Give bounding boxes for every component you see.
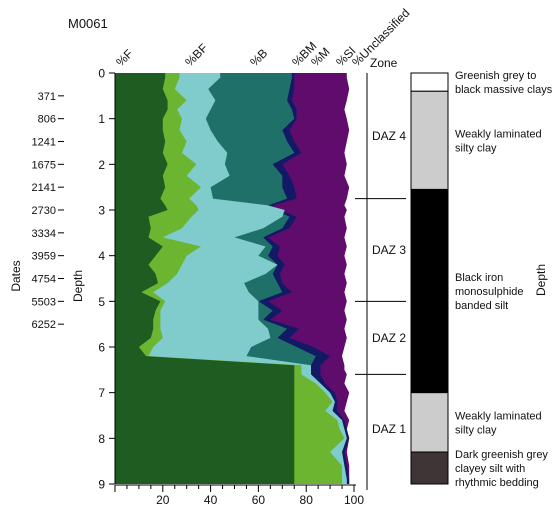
date-label: 3959 [32,251,56,263]
percent-tick-label: 40 [204,493,218,507]
zone-label: DAZ 2 [372,331,406,345]
depth-axis-label: Depth [71,270,85,302]
date-label: 1675 [32,159,56,171]
depth-tick-label: 7 [98,386,105,400]
lithology-description: silty clay [455,424,497,436]
date-label: 1241 [32,137,56,149]
depth-tick-label: 0 [98,67,105,81]
core-title: M0061 [68,16,108,31]
stratigraphic-areas [115,73,354,484]
lithology-column: Greenish grey to black massive clays Weakl… [410,70,553,489]
date-label: 6252 [32,319,56,331]
lithology-unit [410,72,449,92]
depth-axis: 0 1 2 3 4 5 6 7 8 9 Depth [71,67,116,492]
date-label: 4754 [32,274,56,286]
depth-tick-label: 3 [98,204,105,218]
dates-column: 371 806 1241 1675 2141 2730 3334 3959 4754 5503 62… [9,91,64,331]
lithology-description: silty clay [455,142,497,154]
percent-tick-label: 60 [252,493,266,507]
percent-tick-label: 100 [344,493,364,507]
column-header-f: %F [113,46,136,69]
date-label: 5503 [32,296,56,308]
depth-tick-label: 8 [98,432,105,446]
series-area-f [115,73,295,484]
depth-tick-label: 9 [98,478,105,492]
column-header-bf: %BF [182,41,210,69]
depth-tick-label: 4 [98,249,105,263]
lithology-unit [410,90,449,190]
zone-column: DAZ 4 DAZ 3 DAZ 2 DAZ 1 [355,73,406,490]
lithology-description: black massive clays [455,84,553,96]
lithology-description: monosulphide [455,286,524,298]
date-label: 2141 [32,182,56,194]
column-header-b: %B [247,46,270,69]
lithology-unit [410,451,449,485]
lithology-unit [410,392,449,453]
depth-tick-label: 2 [98,158,105,172]
depth-tick-label: 5 [98,295,105,309]
zone-label: DAZ 4 [372,129,406,143]
date-label: 371 [38,91,56,103]
percent-tick-label: 80 [300,493,314,507]
lithology-description: Weakly laminated [455,410,542,422]
lithology-description: banded silt [455,300,508,312]
date-label: 3334 [32,228,56,240]
date-label: 806 [38,114,56,126]
date-label: 2730 [32,205,56,217]
column-header-zone: Zone [370,56,398,70]
percent-tick-label: 20 [156,493,170,507]
percent-axis: 20 40 60 80 100 [114,484,364,507]
depth-tick-label: 1 [98,112,105,126]
lithology-description: Greenish grey to [455,70,536,82]
dates-axis-label: Dates [9,260,23,291]
lithology-unit [410,188,449,394]
zone-label: DAZ 1 [372,422,406,436]
lithology-axis-label: Depth [534,264,548,296]
lithology-description: clayey silt with [455,463,525,475]
zone-label: DAZ 3 [372,243,406,257]
lithology-description: Dark greenish grey [455,449,548,461]
depth-tick-label: 6 [98,341,105,355]
lithology-description: rhythmic bedding [455,477,539,489]
lithology-description: Weakly laminated [455,128,542,140]
lithology-description: Black iron [455,272,503,284]
